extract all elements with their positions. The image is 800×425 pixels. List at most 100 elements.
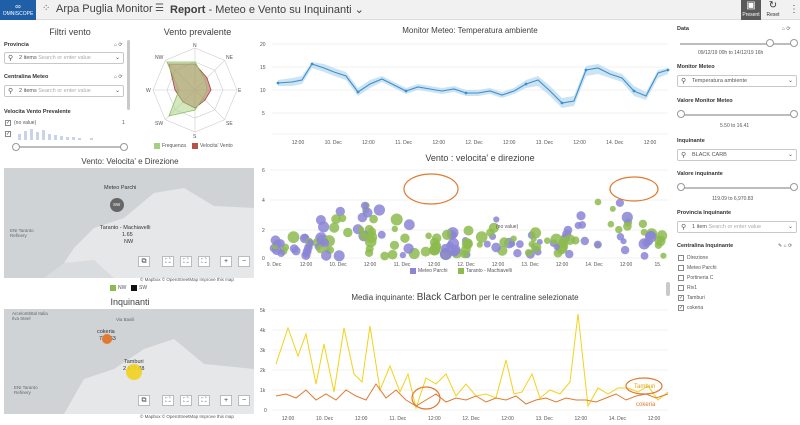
select-all-checkbox[interactable]: ✓: [5, 131, 11, 137]
scatter-point[interactable]: [594, 198, 602, 206]
scatter-point[interactable]: [576, 211, 586, 221]
scatter-point[interactable]: [463, 239, 473, 249]
present-button[interactable]: ▣ Present: [741, 0, 761, 20]
scatter-point[interactable]: [425, 232, 432, 240]
provincia-inquinante-dropdown[interactable]: ⚲ 1 item Search or enter value ⌄: [677, 221, 797, 233]
valore-monitor-min-handle[interactable]: [677, 110, 685, 118]
scatter-point[interactable]: [607, 220, 615, 228]
centralina-checkbox[interactable]: ✓: [678, 295, 684, 301]
scatter-point[interactable]: [329, 222, 340, 233]
app-title[interactable]: Arpa Puglia Monitor: [56, 3, 153, 15]
scatter-point[interactable]: [380, 251, 390, 261]
reset-button[interactable]: ↻ Reset: [764, 0, 782, 20]
scatter-point[interactable]: [647, 230, 656, 239]
scatter-point[interactable]: [277, 249, 285, 257]
scatter-point[interactable]: [491, 242, 501, 253]
scatter-point[interactable]: [439, 248, 452, 261]
valore-monitor-max-handle[interactable]: [790, 110, 798, 118]
scatter-point[interactable]: [565, 249, 574, 259]
omniscope-logo[interactable]: ∞ OMNISCOPE: [0, 0, 36, 20]
scatter-point[interactable]: [377, 230, 386, 239]
centralina-meteo-dropdown[interactable]: ⚲ 2 items Search or enter value ⌄: [4, 85, 124, 97]
scatter-point[interactable]: [638, 238, 650, 250]
scatter-point[interactable]: [530, 242, 542, 253]
scatter-point[interactable]: [331, 214, 341, 225]
filter-tools-icon[interactable]: ⌂ ⟳: [114, 74, 123, 80]
zoom-in-button[interactable]: +: [220, 395, 232, 406]
scatter-point[interactable]: [550, 233, 563, 246]
report-scrollbar[interactable]: [666, 282, 670, 296]
zoom-selection-icon[interactable]: ⛶: [180, 256, 192, 267]
scatter-point[interactable]: [399, 251, 407, 259]
scatter-point[interactable]: [621, 211, 633, 223]
scatter-point[interactable]: [357, 212, 368, 223]
scatter-point[interactable]: [553, 243, 560, 251]
scatter-point[interactable]: [343, 227, 353, 238]
scatter-point[interactable]: [513, 249, 522, 258]
scatter-point[interactable]: [270, 235, 281, 246]
scatter-point[interactable]: [615, 225, 623, 234]
vento-map[interactable]: Meteo Parchi SW Taranto - Machiavelli 1.…: [4, 168, 254, 278]
scatter-point[interactable]: [369, 214, 378, 224]
data-slider-min-handle[interactable]: [766, 39, 774, 47]
scatter-point[interactable]: [508, 240, 516, 247]
zoom-out-button[interactable]: −: [238, 395, 250, 406]
scatter-point[interactable]: [574, 221, 582, 230]
scatter-point[interactable]: [563, 225, 573, 235]
scatter-point[interactable]: [390, 213, 403, 226]
scatter-point[interactable]: [320, 238, 330, 248]
velocita-slider-max-handle[interactable]: [120, 143, 128, 151]
valore-inquinante-min-handle[interactable]: [677, 183, 685, 191]
scatter-point[interactable]: [638, 219, 648, 229]
velocita-slider-min-handle[interactable]: [12, 143, 20, 151]
more-menu-icon[interactable]: ⋮: [789, 4, 799, 15]
scatter-point[interactable]: [544, 237, 551, 244]
scatter-point[interactable]: [488, 222, 499, 233]
scatter-point[interactable]: [524, 249, 533, 257]
vento-map-credit[interactable]: © Mapbox © OpenStreetMap Improve this ma…: [140, 277, 234, 282]
scatter-point[interactable]: [463, 225, 474, 236]
monitor-meteo-dropdown[interactable]: ⚲ Temperatura ambiente ⌄: [677, 75, 797, 87]
scatter-point[interactable]: [564, 234, 576, 245]
filter-tools-icon[interactable]: ⌂ ⟳: [782, 26, 791, 32]
scatter-point[interactable]: [529, 227, 542, 239]
scatter-point[interactable]: [403, 243, 414, 254]
zoom-fit-icon[interactable]: ⛶: [198, 395, 210, 406]
scatter-point[interactable]: [656, 230, 668, 241]
scatter-point[interactable]: [373, 204, 385, 216]
scatter-point[interactable]: [333, 250, 345, 262]
scatter-point[interactable]: [442, 229, 453, 240]
scatter-point[interactable]: [616, 233, 625, 241]
scatter-point[interactable]: [476, 241, 483, 248]
scatter-point[interactable]: [510, 235, 517, 242]
scatter-point[interactable]: [338, 214, 347, 223]
scatter-point[interactable]: [430, 242, 441, 254]
report-title[interactable]: Report - Meteo e Vento su Inquinanti ⌄: [170, 3, 364, 16]
data-slider-track[interactable]: [680, 43, 792, 45]
scatter-point[interactable]: [493, 216, 500, 223]
scatter-point[interactable]: [400, 233, 410, 243]
scatter-point[interactable]: [420, 246, 431, 257]
zoom-extent-icon[interactable]: ⛶: [162, 256, 174, 267]
scatter-point[interactable]: [321, 250, 332, 261]
scatter-point[interactable]: [620, 245, 630, 255]
inquinante-dropdown[interactable]: ⚲ BLACK CARB ⌄: [677, 149, 797, 161]
scatter-point[interactable]: [483, 240, 491, 248]
scatter-point[interactable]: [553, 248, 563, 258]
station-meteo-parchi-marker[interactable]: [110, 198, 124, 212]
scatter-point[interactable]: [287, 231, 300, 244]
provincia-dropdown[interactable]: ⚲ 2 items Search or enter value ⌄: [4, 52, 124, 64]
scatter-point[interactable]: [432, 233, 442, 243]
inquinanti-map-credit[interactable]: © Mapbox © OpenStreetMap Improve this ma…: [140, 414, 234, 419]
scatter-point[interactable]: [360, 201, 369, 210]
scatter-point[interactable]: [391, 225, 398, 233]
zoom-out-button[interactable]: −: [238, 256, 250, 267]
scatter-point[interactable]: [450, 244, 461, 256]
scatter-point[interactable]: [530, 236, 537, 243]
cokeria-marker[interactable]: [102, 334, 112, 344]
data-slider-max-handle[interactable]: [790, 39, 798, 47]
centralina-checkbox[interactable]: [678, 265, 684, 271]
centralina-checkbox[interactable]: [678, 275, 684, 281]
velocita-slider-track[interactable]: [16, 146, 124, 148]
scatter-point[interactable]: [660, 252, 667, 259]
